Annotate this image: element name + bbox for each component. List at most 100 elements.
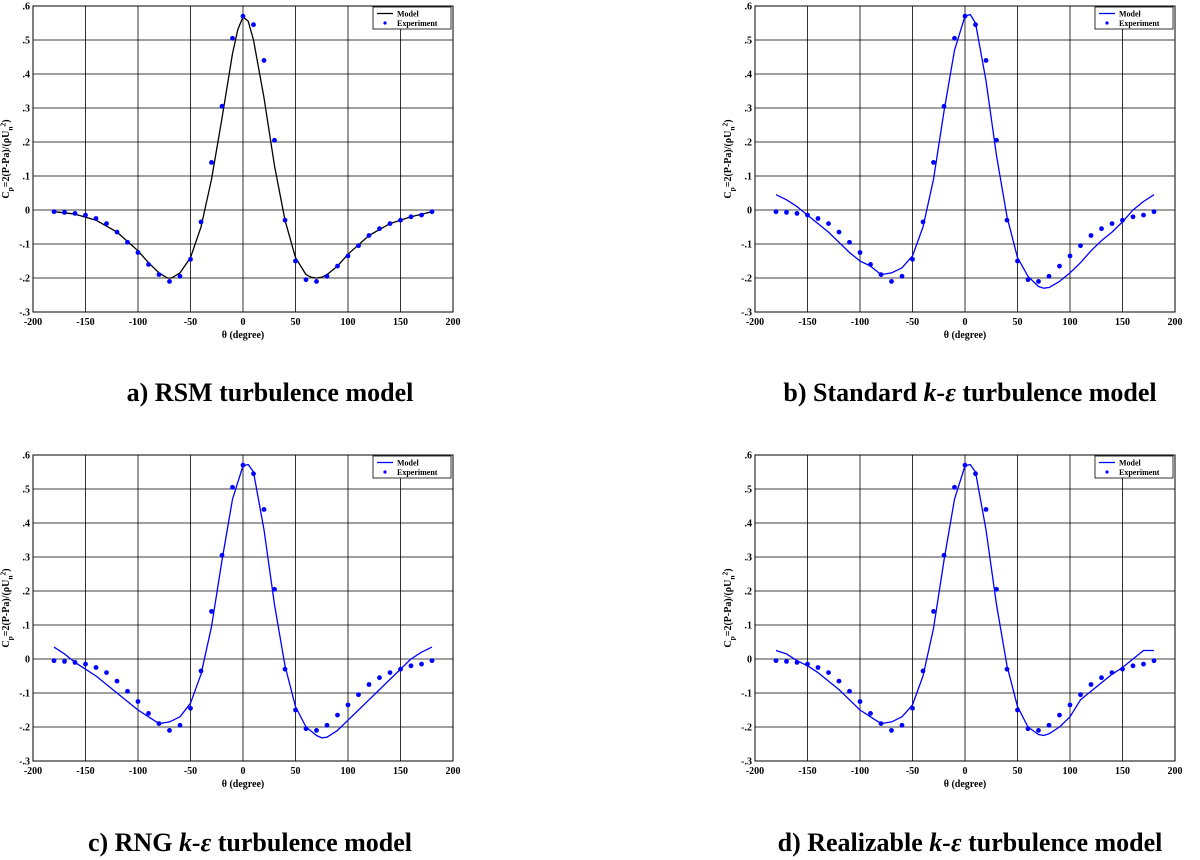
x-tick-label: 0 [241, 317, 246, 328]
experiment-point [366, 682, 372, 687]
y-tick-label: .1 [745, 621, 753, 632]
experiment-point [93, 665, 99, 670]
y-tick-label: .1 [23, 172, 31, 183]
experiment-point [931, 160, 936, 165]
experiment-point [889, 728, 894, 733]
y-tick-label: .1 [23, 621, 31, 632]
experiment-point [324, 722, 330, 728]
experiment-point [146, 711, 151, 716]
x-tick-label: -150 [798, 317, 816, 328]
y-tick-label: -.2 [19, 274, 30, 285]
x-tick-label: 200 [1168, 766, 1183, 777]
experiment-point [1078, 692, 1083, 698]
x-tick-label: -200 [746, 317, 764, 328]
y-tick-label: .6 [745, 451, 753, 462]
x-tick-label: 100 [341, 766, 356, 777]
experiment-point [387, 670, 393, 675]
legend-point-swatch [383, 21, 387, 25]
y-tick-label: -.2 [19, 723, 30, 734]
plot-frame [32, 5, 454, 313]
experiment-point [366, 233, 372, 238]
experiment-point [1141, 661, 1146, 667]
experiment-point [356, 692, 361, 698]
experiment-point [72, 211, 78, 216]
chart-panel-2: -200 -150 -100 -50 0 50 100 150 200 -.3 -.2 -.1 0 .1.… [721, 2, 1183, 342]
experiment-point [125, 239, 130, 245]
legend-label-model: Model [397, 459, 420, 468]
y-tick-label: .5 [23, 36, 31, 47]
legend-point-swatch [1105, 21, 1109, 25]
experiment-point [272, 137, 277, 143]
y-tick-label: .5 [745, 36, 753, 47]
y-tick-label: -.2 [741, 274, 752, 285]
experiment-point [847, 239, 852, 245]
legend-box [372, 455, 452, 479]
experiment-point [773, 658, 779, 664]
experiment-point [1025, 277, 1031, 283]
x-tick-label: 200 [446, 317, 461, 328]
experiment-point [805, 212, 810, 218]
experiment-point [836, 229, 842, 235]
experiment-point [794, 211, 800, 216]
legend-label-model: Model [1119, 459, 1142, 468]
x-tick-label: -50 [184, 766, 197, 777]
experiment-point [920, 219, 926, 225]
experiment-point [324, 273, 330, 279]
y-tick-label: .3 [23, 553, 31, 564]
x-axis-label: θ (degree) [944, 779, 987, 790]
experiment-point [419, 661, 424, 667]
y-tick-label: -.3 [741, 757, 752, 768]
experiment-point [282, 666, 288, 672]
experiment-point [1078, 243, 1083, 249]
experiment-point [188, 705, 193, 711]
x-tick-label: 200 [1168, 317, 1183, 328]
legend-box [372, 6, 452, 30]
experiment-point [104, 221, 109, 227]
y-tick-label: -.1 [19, 240, 30, 251]
x-axis-label: θ (degree) [222, 779, 265, 790]
y-axis-label: Cp=2(P-Pa)/(ρUn2) [721, 119, 737, 198]
experiment-point [114, 229, 120, 235]
experiment-point [878, 272, 884, 277]
x-tick-label: -100 [851, 766, 869, 777]
legend-point-swatch [383, 470, 387, 474]
experiment-point [1046, 273, 1052, 279]
experiment-point [62, 209, 67, 215]
experiment-point [1130, 663, 1136, 669]
experiment-point [962, 462, 968, 468]
experiment-point [805, 661, 810, 667]
experiment-point [177, 722, 183, 728]
experiment-point [931, 609, 936, 614]
experiment-point [941, 552, 947, 558]
chart-panel-4: -200 -150 -100 -50 0 50 100 150 200 -.3 -.2 -.1 0 .1.… [721, 451, 1183, 791]
experiment-point [356, 243, 361, 249]
experiment-point [293, 707, 298, 713]
y-tick-label: -.3 [19, 757, 30, 768]
experiment-point [167, 279, 172, 284]
experiment-point [198, 668, 204, 674]
caption-d: d) Realizable k-ε turbulence model [777, 828, 1163, 857]
experiment-point [83, 212, 88, 218]
experiment-point [398, 666, 403, 672]
y-tick-label: .3 [745, 553, 753, 564]
experiment-point [1099, 675, 1104, 681]
experiment-point [1109, 221, 1115, 227]
experiment-point [1151, 658, 1157, 664]
experiment-point [51, 209, 57, 215]
model-curve [53, 16, 433, 279]
y-tick-label: -.2 [741, 723, 752, 734]
y-tick-label: .6 [23, 451, 31, 462]
experiment-point [899, 273, 905, 279]
experiment-point [815, 216, 821, 221]
experiment-point [899, 722, 905, 728]
experiment-point [815, 665, 821, 670]
x-tick-label: 50 [291, 317, 301, 328]
experiment-point [1120, 666, 1125, 672]
x-tick-label: -150 [76, 317, 94, 328]
experiment-point [878, 721, 884, 726]
experiment-point [1036, 279, 1041, 284]
experiment-point [125, 688, 130, 694]
experiment-point [408, 663, 414, 669]
experiment-point [419, 212, 424, 218]
y-tick-label: -.1 [741, 689, 752, 700]
